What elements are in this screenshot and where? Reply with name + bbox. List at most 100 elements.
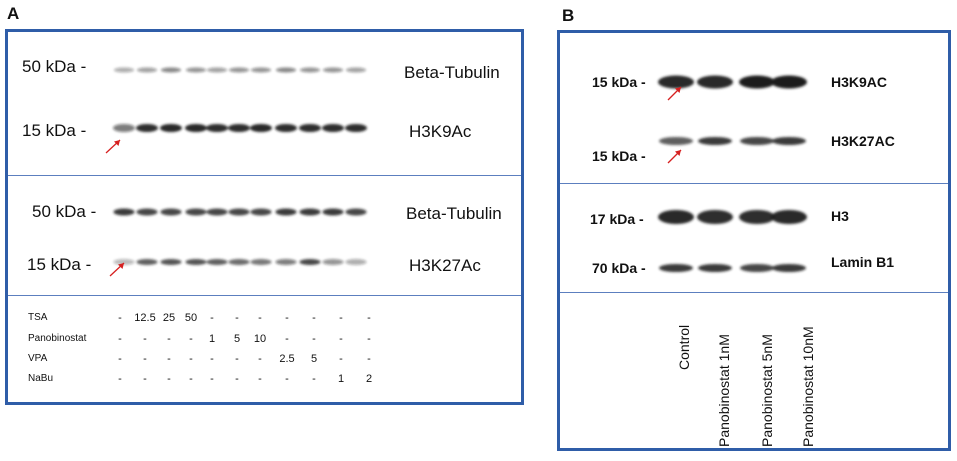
panel-b-divider-1 [560, 183, 948, 184]
band-beta-tubulin-a1 [251, 67, 271, 73]
band-beta-tubulin-a2 [228, 208, 250, 216]
a-mw-h3k27ac: 15 kDa - [27, 255, 92, 274]
band-h3k9ac-a [228, 124, 250, 132]
band-h3k9ac-a [160, 124, 182, 132]
treatment-cell: - [167, 333, 171, 345]
a-label-h3k9ac: H3K9Ac [409, 122, 472, 141]
treatment-cell: - [235, 312, 239, 324]
band-h3-b [771, 210, 807, 224]
band-beta-tubulin-a2 [160, 208, 182, 216]
b-lane-label-panobinostat-10nm: Panobinostat 10nM [800, 326, 816, 447]
band-beta-tubulin-a2 [250, 208, 272, 216]
b-label-h3k9ac: H3K9AC [831, 74, 888, 90]
band-beta-tubulin-a2 [322, 208, 344, 216]
treatment-label-panobinostat: Panobinostat [28, 333, 87, 344]
band-beta-tubulin-a2 [136, 208, 158, 216]
treatment-cell: - [143, 373, 147, 385]
b-lane-label-panobinostat-1nm: Panobinostat 1nM [716, 334, 732, 447]
band-beta-tubulin-a1 [276, 67, 296, 73]
arrow-b-h3k9ac-head [675, 87, 681, 93]
band-beta-tubulin-a1 [137, 67, 157, 73]
treatment-cell: 1 [208, 333, 216, 345]
treatment-cell: - [312, 373, 316, 385]
band-h3k9ac-b [697, 75, 733, 89]
arrow-a-h3k27ac-head [118, 263, 124, 269]
a-mw-beta-tubulin-2: 50 kDa - [32, 202, 97, 221]
band-h3k27ac-a [206, 259, 228, 265]
treatment-cell: - [118, 373, 122, 385]
treatment-cell: - [118, 333, 122, 345]
treatment-cell: - [258, 312, 262, 324]
band-beta-tubulin-a1 [161, 67, 181, 73]
band-beta-tubulin-a2 [113, 208, 135, 216]
treatment-cell: - [339, 353, 343, 365]
band-beta-tubulin-a2 [185, 208, 207, 216]
treatment-cell: 5 [310, 353, 318, 365]
treatment-cell: - [312, 312, 316, 324]
treatment-cell: - [285, 373, 289, 385]
band-beta-tubulin-a1 [229, 67, 249, 73]
band-beta-tubulin-a2 [299, 208, 321, 216]
treatment-cell: 10 [253, 333, 267, 345]
band-beta-tubulin-a1 [346, 67, 366, 73]
band-h3k9ac-a [113, 124, 135, 132]
treatment-cell: 1 [337, 373, 345, 385]
treatment-label-nabu: NaBu [28, 373, 54, 384]
treatment-cell: - [312, 333, 316, 345]
treatment-cell: - [143, 353, 147, 365]
treatment-cell: 2.5 [279, 353, 295, 365]
treatment-cell: - [258, 373, 262, 385]
band-h3k27ac-b [772, 137, 806, 145]
band-h3k9ac-b [771, 75, 807, 89]
treatment-cell: - [258, 353, 262, 365]
treatment-cell: - [143, 333, 147, 345]
band-h3-b [739, 210, 775, 224]
band-h3k9ac-b [658, 75, 694, 89]
band-beta-tubulin-a1 [186, 67, 206, 73]
band-beta-tubulin-a2 [275, 208, 297, 216]
treatment-cell: - [189, 373, 193, 385]
b-label-h3k27ac: H3K27AC [831, 133, 895, 149]
treatment-cell: - [285, 312, 289, 324]
b-mw-h3: 17 kDa - [590, 211, 644, 227]
panel-a-frame [5, 29, 524, 405]
band-h3k27ac-a [136, 259, 158, 265]
band-h3k27ac-a [250, 259, 272, 265]
band-h3k27ac-a [185, 259, 207, 265]
band-h3-b [658, 210, 694, 224]
band-lamin-b1-b [698, 264, 732, 272]
band-h3k9ac-a [275, 124, 297, 132]
treatment-cell: - [189, 353, 193, 365]
treatment-cell: 5 [233, 333, 241, 345]
band-beta-tubulin-a2 [345, 208, 367, 216]
arrow-a-h3k9ac-head [114, 140, 120, 146]
treatment-cell: 2 [365, 373, 373, 385]
b-lane-label-control: Control [676, 324, 692, 370]
band-h3k9ac-a [299, 124, 321, 132]
band-h3k9ac-a [250, 124, 272, 132]
panel-a-divider-1 [8, 175, 521, 176]
treatment-cell: - [189, 333, 193, 345]
band-lamin-b1-b [740, 264, 774, 272]
panel-label-a: A [7, 4, 20, 23]
treatment-cell: - [167, 353, 171, 365]
a-label-beta-tubulin-2: Beta-Tubulin [406, 204, 502, 223]
band-lamin-b1-b [772, 264, 806, 272]
band-h3k27ac-a [160, 259, 182, 265]
treatment-label-vpa: VPA [28, 353, 48, 364]
band-beta-tubulin-a1 [323, 67, 343, 73]
b-label-h3: H3 [831, 208, 849, 224]
band-h3k27ac-a [299, 259, 321, 265]
b-mw-h3k27ac: 15 kDa - [592, 148, 646, 164]
b-mw-h3k9ac: 15 kDa - [592, 74, 646, 90]
treatment-cell: - [285, 333, 289, 345]
band-h3k9ac-a [345, 124, 367, 132]
panel-a-divider-2 [8, 295, 521, 296]
band-h3k27ac-a [345, 259, 367, 265]
band-h3-b [697, 210, 733, 224]
band-lamin-b1-b [659, 264, 693, 272]
panel-b-frame [557, 30, 951, 451]
treatment-cell: - [367, 353, 371, 365]
band-h3k9ac-a [206, 124, 228, 132]
